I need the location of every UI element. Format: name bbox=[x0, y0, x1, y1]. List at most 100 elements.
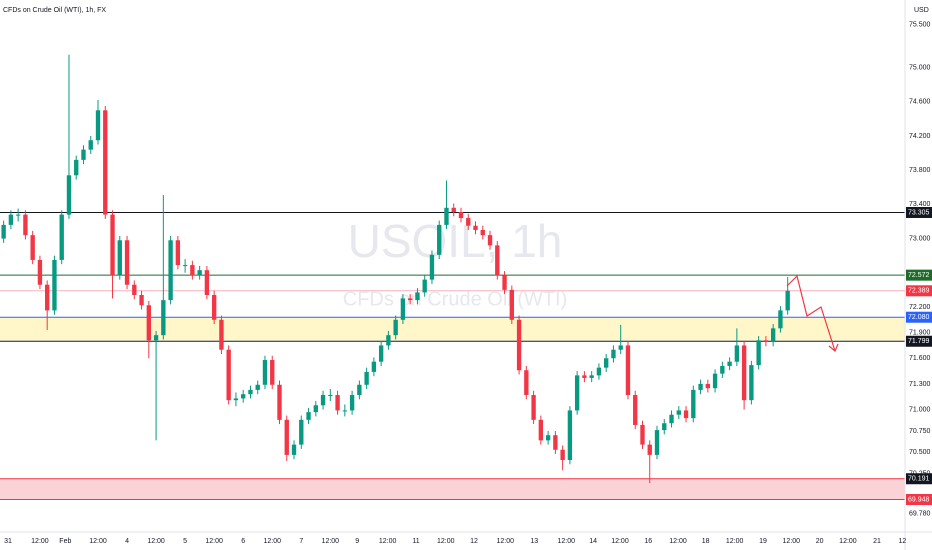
candle-body bbox=[582, 375, 587, 378]
level-label: 70.191 bbox=[908, 476, 930, 483]
level-label: 73.305 bbox=[908, 209, 930, 216]
candle-body bbox=[502, 275, 507, 290]
candle-body bbox=[364, 371, 369, 385]
candle-body bbox=[1, 224, 6, 239]
y-tick-label: 75.000 bbox=[909, 64, 931, 71]
y-tick-label: 71.600 bbox=[909, 355, 931, 362]
candle-body bbox=[480, 230, 485, 236]
candle-body bbox=[741, 345, 747, 401]
candle-body bbox=[429, 254, 435, 280]
x-tick-label: 31 bbox=[4, 538, 12, 545]
candle-body bbox=[749, 365, 754, 401]
candle-body bbox=[15, 214, 21, 216]
candle-body bbox=[756, 340, 761, 366]
x-tick-label: 12:00 bbox=[839, 538, 857, 545]
candle-body bbox=[182, 265, 188, 267]
watermark-name: CFDs on Crude Oil (WTI) bbox=[343, 288, 567, 310]
x-tick-label: 12:00 bbox=[669, 538, 687, 545]
candle-body bbox=[705, 383, 711, 389]
candle-body bbox=[284, 419, 289, 455]
candle-body bbox=[487, 235, 493, 246]
candle-body bbox=[88, 140, 93, 150]
candle-body bbox=[168, 240, 173, 301]
x-tick-label: 21 bbox=[873, 538, 881, 545]
candle-body bbox=[45, 284, 50, 311]
candle-body bbox=[124, 240, 130, 285]
candle-body bbox=[516, 319, 522, 371]
x-tick-label: 12:00 bbox=[557, 538, 575, 545]
candle-body bbox=[466, 218, 471, 226]
candle-body bbox=[451, 207, 456, 213]
candle-body bbox=[378, 345, 384, 362]
candle-body bbox=[306, 412, 311, 420]
candle-body bbox=[611, 349, 616, 359]
candle-body bbox=[698, 383, 703, 390]
x-tick-label: 12 bbox=[470, 538, 478, 545]
candle-body bbox=[342, 410, 348, 412]
candle-body bbox=[103, 110, 108, 215]
candle-body bbox=[400, 298, 406, 320]
candle-body bbox=[676, 410, 681, 415]
candle-body bbox=[241, 394, 246, 399]
x-tick-label: 12:00 bbox=[322, 538, 340, 545]
watermark-symbol: USOIL, 1h bbox=[348, 215, 563, 267]
candle-body bbox=[444, 207, 449, 225]
currency: USD bbox=[914, 7, 929, 14]
x-tick-label: 12 bbox=[898, 538, 906, 545]
candle-body bbox=[574, 375, 580, 411]
candle-body bbox=[270, 359, 275, 385]
candle-body bbox=[95, 110, 101, 141]
candle-body bbox=[567, 410, 573, 461]
y-tick-label: 70.750 bbox=[909, 428, 931, 435]
candle-body bbox=[654, 430, 660, 455]
candle-body bbox=[640, 424, 645, 445]
y-tick-label: 71.300 bbox=[909, 381, 931, 388]
candle-body bbox=[74, 159, 79, 176]
candle-body bbox=[437, 224, 442, 255]
candle-body bbox=[320, 395, 326, 406]
candle-body bbox=[233, 398, 239, 401]
y-tick-label: 74.600 bbox=[909, 99, 931, 106]
candle-body bbox=[647, 444, 652, 455]
y-tick-label: 73.000 bbox=[909, 235, 931, 242]
candle-body bbox=[211, 294, 217, 320]
x-tick-label: 13 bbox=[530, 538, 538, 545]
candle-body bbox=[204, 270, 210, 295]
candle-body bbox=[349, 395, 355, 411]
arrow-head bbox=[828, 343, 839, 352]
candle-body bbox=[669, 414, 674, 424]
candle-body bbox=[727, 361, 732, 366]
x-tick-label: 12:00 bbox=[89, 538, 107, 545]
y-tick-label: 72.200 bbox=[909, 304, 931, 311]
candle-body bbox=[30, 235, 35, 260]
candle-body bbox=[509, 289, 514, 320]
axes: 75.500 75.000 74.600 74.200 73.800 73.400 73.0… bbox=[4, 22, 932, 545]
candle-body bbox=[197, 270, 202, 276]
level-label: 72.080 bbox=[908, 314, 930, 321]
projection-arrow bbox=[786, 274, 836, 352]
x-tick-label: 9 bbox=[355, 538, 359, 545]
candle-body bbox=[161, 300, 166, 336]
level-badge bbox=[906, 269, 932, 281]
candle-body bbox=[393, 319, 398, 336]
candle-body bbox=[560, 449, 565, 461]
x-tick-label: 19 bbox=[759, 538, 767, 545]
level-label: 72.389 bbox=[908, 288, 930, 295]
candle-body bbox=[531, 395, 536, 420]
candle-body bbox=[458, 212, 464, 219]
candle-body bbox=[415, 292, 420, 301]
level-badge bbox=[906, 285, 932, 297]
candle-body bbox=[604, 358, 609, 368]
candle-body bbox=[524, 370, 529, 396]
candle-body bbox=[52, 259, 57, 311]
level-label: 72.572 bbox=[908, 272, 930, 279]
candle-body bbox=[386, 335, 391, 346]
candle-body bbox=[37, 259, 43, 285]
y-tick-label: 70.500 bbox=[909, 449, 931, 456]
candle-body bbox=[545, 435, 551, 441]
x-tick-label: 12:00 bbox=[437, 538, 455, 545]
x-tick-label: 12:00 bbox=[783, 538, 801, 545]
candle-body bbox=[553, 435, 558, 450]
candle-body bbox=[146, 305, 152, 341]
